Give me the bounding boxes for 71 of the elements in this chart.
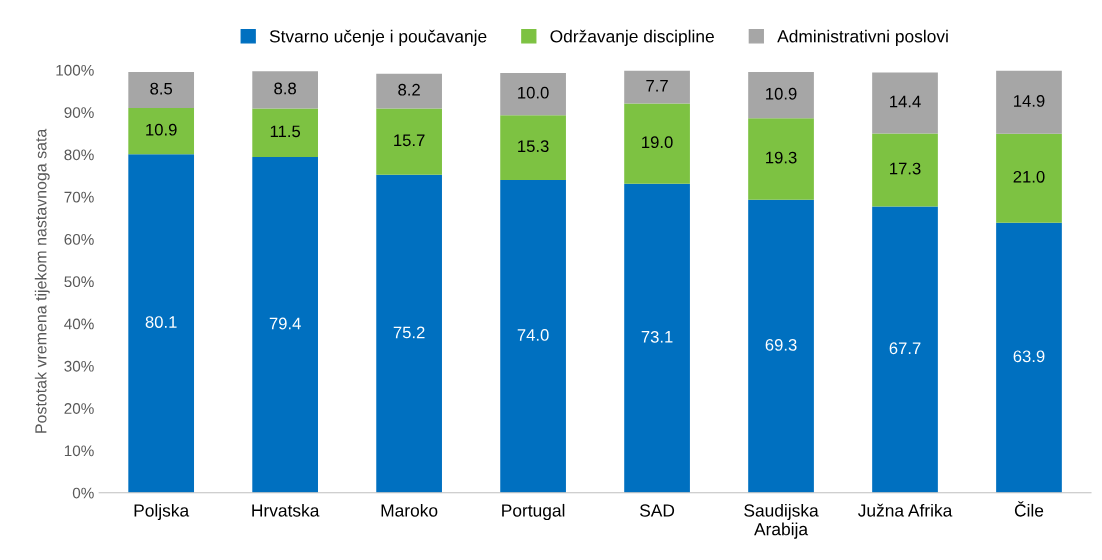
y-tick-label: 70%: [64, 191, 94, 203]
data-label: 21.0: [1013, 170, 1045, 183]
data-label: 7.7: [646, 79, 668, 92]
data-label: 10.0: [518, 86, 549, 99]
bar: [996, 133, 1062, 223]
bar: [500, 72, 566, 116]
bar: [252, 157, 318, 493]
x-tick-label: Poljska: [134, 503, 190, 521]
x-tick-label: Portugal: [502, 503, 565, 521]
bar: [252, 71, 318, 109]
data-label: 74.0: [517, 329, 549, 341]
bar: [748, 199, 814, 493]
x-tick-label: Saudijska Arabija: [744, 503, 819, 539]
data-label: 10.9: [146, 123, 177, 136]
bar: [500, 179, 566, 493]
y-tick-label: 50%: [64, 276, 94, 288]
x-tick-label: Hrvatska: [252, 503, 320, 517]
bar: [252, 108, 318, 158]
bar: [128, 108, 195, 155]
y-tick-label: 20%: [64, 403, 94, 414]
data-label: 17.3: [890, 162, 921, 175]
bar: [500, 115, 566, 180]
bar: [996, 222, 1062, 493]
data-label: 79.4: [269, 317, 301, 330]
y-tick-label: 90%: [64, 107, 94, 118]
y-tick-label: 60%: [64, 233, 94, 245]
bar: [748, 118, 814, 200]
bar: [376, 108, 442, 175]
bar: [872, 72, 938, 134]
data-label: 8.8: [274, 82, 296, 95]
y-tick-label: 100%: [56, 64, 94, 76]
x-tick-label: Čile: [1014, 501, 1044, 517]
bar: [128, 72, 195, 109]
bar: [996, 70, 1062, 134]
y-tick-label: 0%: [72, 487, 94, 499]
bar: [748, 72, 814, 119]
x-tick-label: SAD: [640, 504, 675, 517]
data-label: 10.9: [766, 87, 797, 100]
data-label: 8.2: [398, 83, 420, 96]
data-label: 8.5: [150, 82, 173, 95]
data-label: 19.0: [642, 136, 673, 149]
x-tick-label: Južna Afrika: [858, 503, 953, 517]
legend-label: Održavanje discipline: [550, 29, 714, 46]
data-label: 11.5: [270, 125, 301, 138]
x-tick-label: Maroko: [381, 503, 438, 517]
data-label: 15.7: [394, 134, 425, 147]
y-tick-label: 80%: [64, 149, 94, 161]
bar: [872, 206, 938, 493]
y-axis-title: Postotak vremena tijekom nastavnoga sata: [34, 128, 50, 433]
data-label: 67.7: [889, 342, 921, 355]
data-label: 75.2: [393, 326, 425, 339]
bar: [128, 154, 195, 493]
y-tick-label: 10%: [64, 445, 94, 457]
bar: [624, 103, 690, 184]
data-label: 80.1: [145, 316, 177, 328]
data-label: 14.9: [1014, 95, 1045, 107]
bar: [624, 70, 690, 104]
bar: [376, 73, 442, 109]
data-label: 14.4: [890, 95, 921, 108]
bar: [376, 174, 442, 493]
data-label: 15.3: [518, 140, 549, 153]
bar: [624, 183, 690, 493]
data-label: 19.3: [766, 151, 797, 164]
data-label: 63.9: [1013, 350, 1045, 363]
data-label: 69.3: [765, 338, 797, 351]
bar: [872, 133, 938, 207]
data-label: 73.1: [641, 330, 673, 343]
legend-label: Administrativni poslovi: [777, 29, 948, 46]
y-tick-label: 30%: [64, 360, 94, 372]
y-tick-label: 40%: [64, 318, 94, 330]
legend-label: Stvarno učenje i poučavanje: [269, 29, 487, 46]
